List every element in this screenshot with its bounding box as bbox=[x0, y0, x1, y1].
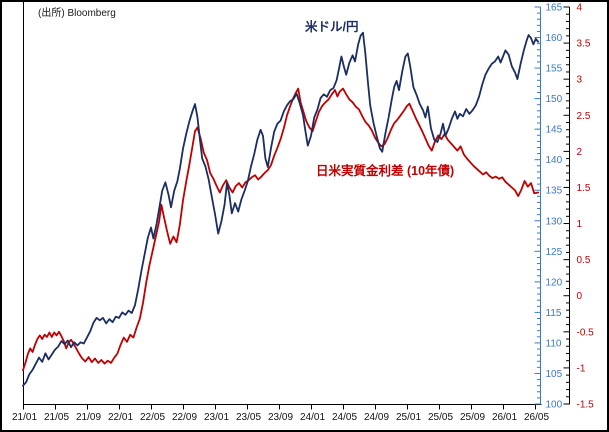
y-axis-usdjpy-tick-label: 155 bbox=[546, 64, 563, 75]
source-label: (出所) Bloomberg bbox=[38, 8, 116, 19]
x-axis-tick-label: 24/05 bbox=[332, 412, 357, 423]
y-axis-usdjpy-tick-label: 100 bbox=[546, 400, 563, 411]
y-axis-usdjpy-tick-label: 160 bbox=[546, 33, 563, 44]
x-axis-tick-label: 24/09 bbox=[364, 412, 389, 423]
y-axis-usdjpy-tick-label: 145 bbox=[546, 125, 563, 136]
y-axis-usdjpy-tick-label: 120 bbox=[546, 277, 563, 288]
y-axis-rate-tick-label: 1 bbox=[577, 219, 583, 230]
x-axis-tick-label: 25/09 bbox=[460, 412, 485, 423]
y-axis-usdjpy-tick-label: 130 bbox=[546, 216, 563, 227]
y-axis-usdjpy-tick-label: 125 bbox=[546, 247, 563, 258]
y-axis-usdjpy-tick-label: 115 bbox=[546, 308, 562, 319]
y-axis-usdjpy-tick-label: 110 bbox=[546, 338, 562, 349]
y-axis-usdjpy-tick-label: 105 bbox=[546, 369, 563, 380]
rate-diff-line bbox=[22, 87, 540, 372]
x-axis-tick-label: 23/09 bbox=[268, 412, 293, 423]
x-axis-tick-label: 24/01 bbox=[300, 412, 325, 423]
y-axis-rate-tick-label: -1 bbox=[577, 363, 586, 374]
y-axis-usdjpy-tick-label: 135 bbox=[546, 186, 563, 197]
x-axis-tick-label: 25/01 bbox=[396, 412, 421, 423]
y-axis-usdjpy-tick-label: 150 bbox=[546, 94, 563, 105]
series-label-rate-diff: 日米実質金利差 (10年債) bbox=[316, 164, 455, 178]
y-axis-rate-tick-label: 2 bbox=[577, 147, 583, 158]
x-axis-tick-label: 23/05 bbox=[236, 412, 261, 423]
x-axis-tick-label: 21/09 bbox=[76, 412, 101, 423]
x-axis-tick-label: 26/01 bbox=[492, 412, 517, 423]
y-axis-rate-tick-label: 4 bbox=[577, 3, 583, 14]
y-axis-rate-tick-label: 0.5 bbox=[577, 255, 591, 266]
x-axis-tick-label: 26/05 bbox=[524, 412, 549, 423]
x-axis-tick-label: 21/05 bbox=[44, 412, 69, 423]
x-axis-tick-label: 22/05 bbox=[140, 412, 165, 423]
x-axis-tick-label: 23/01 bbox=[204, 412, 229, 423]
y-axis-rate-tick-label: 2.5 bbox=[577, 111, 591, 122]
y-axis-usdjpy-tick-label: 165 bbox=[546, 3, 563, 14]
y-axis-usdjpy-tick-label: 140 bbox=[546, 155, 563, 166]
y-axis-rate-tick-label: -0.5 bbox=[577, 327, 595, 338]
usdjpy-line bbox=[22, 31, 540, 387]
x-axis-tick-label: 22/09 bbox=[172, 412, 197, 423]
x-axis-tick-label: 25/05 bbox=[428, 412, 453, 423]
y-axis-rate-tick-label: 3 bbox=[577, 75, 583, 86]
y-axis-rate-tick-label: 1.5 bbox=[577, 183, 591, 194]
series-label-usdjpy: 米ドル/円 bbox=[305, 20, 359, 34]
y-axis-rate-tick-label: 0 bbox=[577, 291, 583, 302]
x-axis-tick-label: 22/01 bbox=[108, 412, 133, 423]
x-axis-tick-label: 21/01 bbox=[12, 412, 37, 423]
y-axis-rate-tick-label: 3.5 bbox=[577, 39, 591, 50]
y-axis-rate-tick-label: -1.5 bbox=[577, 400, 595, 411]
